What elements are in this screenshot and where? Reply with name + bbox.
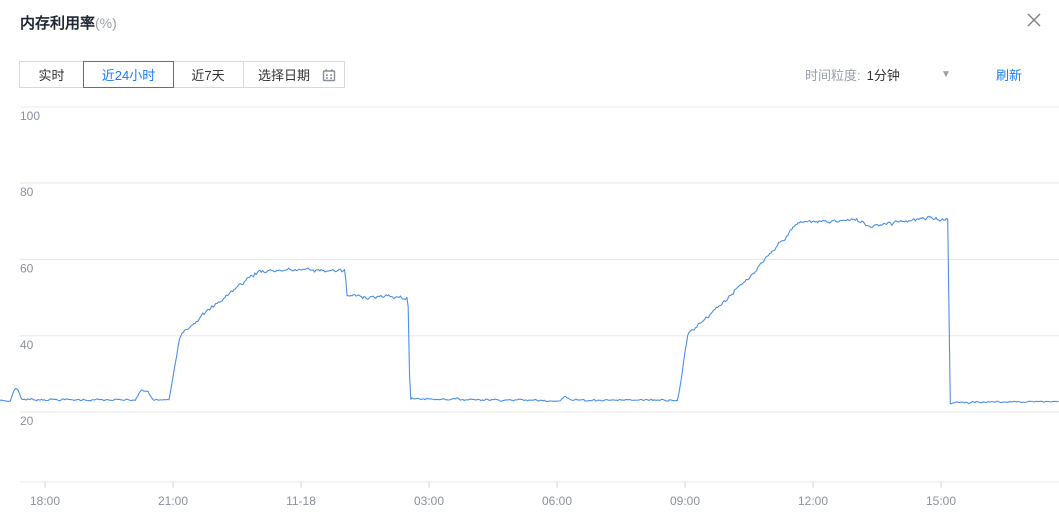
svg-text:100: 100: [20, 109, 40, 123]
svg-text:18:00: 18:00: [30, 494, 60, 508]
svg-text:40: 40: [20, 338, 34, 352]
svg-text:20: 20: [20, 414, 34, 428]
svg-text:09:00: 09:00: [670, 494, 700, 508]
svg-text:12:00: 12:00: [798, 494, 828, 508]
svg-text:60: 60: [20, 262, 34, 276]
svg-text:11-18: 11-18: [286, 494, 316, 508]
svg-text:21:00: 21:00: [158, 494, 188, 508]
svg-text:15:00: 15:00: [926, 494, 956, 508]
svg-text:06:00: 06:00: [542, 494, 572, 508]
svg-text:80: 80: [20, 185, 34, 199]
svg-text:03:00: 03:00: [414, 494, 444, 508]
